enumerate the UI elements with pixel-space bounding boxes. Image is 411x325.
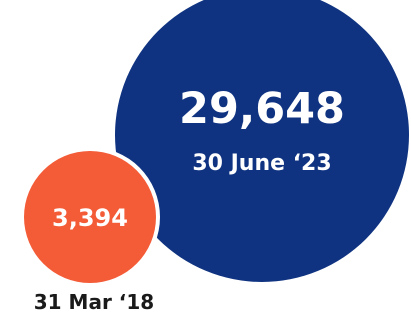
bubble-2023-value-label: 29,648	[179, 84, 345, 134]
bubble-2023	[115, 0, 409, 282]
bubble-2018-value-label: 3,394	[52, 204, 128, 232]
bubble-2023-date-label: 30 June ‘23	[192, 151, 331, 176]
bubble-2018	[24, 151, 156, 283]
bubble-2018-date-label: 31 Mar ‘18	[34, 290, 154, 314]
